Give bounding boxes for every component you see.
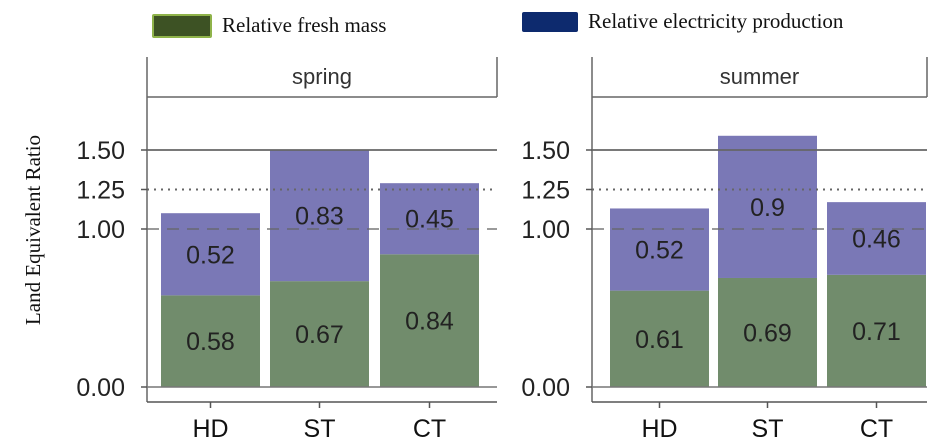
- data-label-fresh-mass: 0.61: [635, 326, 684, 354]
- y-tick-label: 1.50: [521, 137, 570, 165]
- legend-swatch-electricity: [522, 11, 578, 32]
- legend-swatch-fresh-mass: [152, 13, 212, 38]
- bar-fresh-mass-st: [270, 281, 369, 387]
- y-tick-label: 1.25: [521, 177, 570, 205]
- bar-fresh-mass-ct: [380, 254, 479, 387]
- data-label-fresh-mass: 0.58: [186, 328, 235, 356]
- bar-electricity-st: [718, 135, 817, 278]
- data-label-fresh-mass: 0.67: [295, 321, 344, 349]
- bar-electricity-st: [270, 150, 369, 282]
- y-axis-label: Land Equivalent Ratio: [21, 135, 45, 325]
- bar-fresh-mass-st: [718, 277, 817, 387]
- y-tick-label: 0.00: [521, 374, 570, 402]
- data-label-fresh-mass: 0.84: [405, 308, 454, 336]
- data-label-electricity: 0.46: [852, 225, 901, 253]
- legend-item-fresh-mass: Relative fresh mass: [152, 13, 386, 38]
- bar-electricity-hd: [161, 213, 260, 296]
- bar-electricity-ct: [380, 183, 479, 255]
- bar-fresh-mass-hd: [610, 290, 709, 387]
- data-label-electricity: 0.83: [295, 203, 344, 231]
- y-tick-label: 1.00: [76, 216, 125, 244]
- x-tick-label-st: ST: [304, 415, 336, 443]
- data-label-electricity: 0.9: [750, 194, 785, 222]
- y-tick-label: 0.00: [76, 374, 125, 402]
- data-label-electricity: 0.52: [186, 241, 235, 269]
- x-tick-label-ct: CT: [860, 415, 893, 443]
- x-tick-label-hd: HD: [192, 415, 228, 443]
- panel-title-summer: summer: [720, 64, 799, 89]
- bar-fresh-mass-ct: [827, 274, 926, 387]
- x-tick-label-hd: HD: [641, 415, 677, 443]
- bar-electricity-ct: [827, 202, 926, 275]
- data-label-fresh-mass: 0.69: [743, 319, 792, 347]
- x-tick-label-ct: CT: [413, 415, 446, 443]
- legend-label-fresh-mass: Relative fresh mass: [222, 13, 387, 37]
- panel-title-spring: spring: [292, 64, 352, 89]
- bar-electricity-hd: [610, 208, 709, 291]
- bar-fresh-mass-hd: [161, 295, 260, 387]
- legend-label-electricity: Relative electricity production: [588, 9, 844, 33]
- y-tick-label: 1.50: [76, 137, 125, 165]
- x-tick-label-st: ST: [752, 415, 784, 443]
- y-tick-label: 1.25: [76, 177, 125, 205]
- y-tick-label: 1.00: [521, 216, 570, 244]
- data-label-electricity: 0.52: [635, 237, 684, 265]
- data-label-fresh-mass: 0.71: [852, 318, 901, 346]
- legend-item-electricity: Relative electricity production: [522, 9, 843, 34]
